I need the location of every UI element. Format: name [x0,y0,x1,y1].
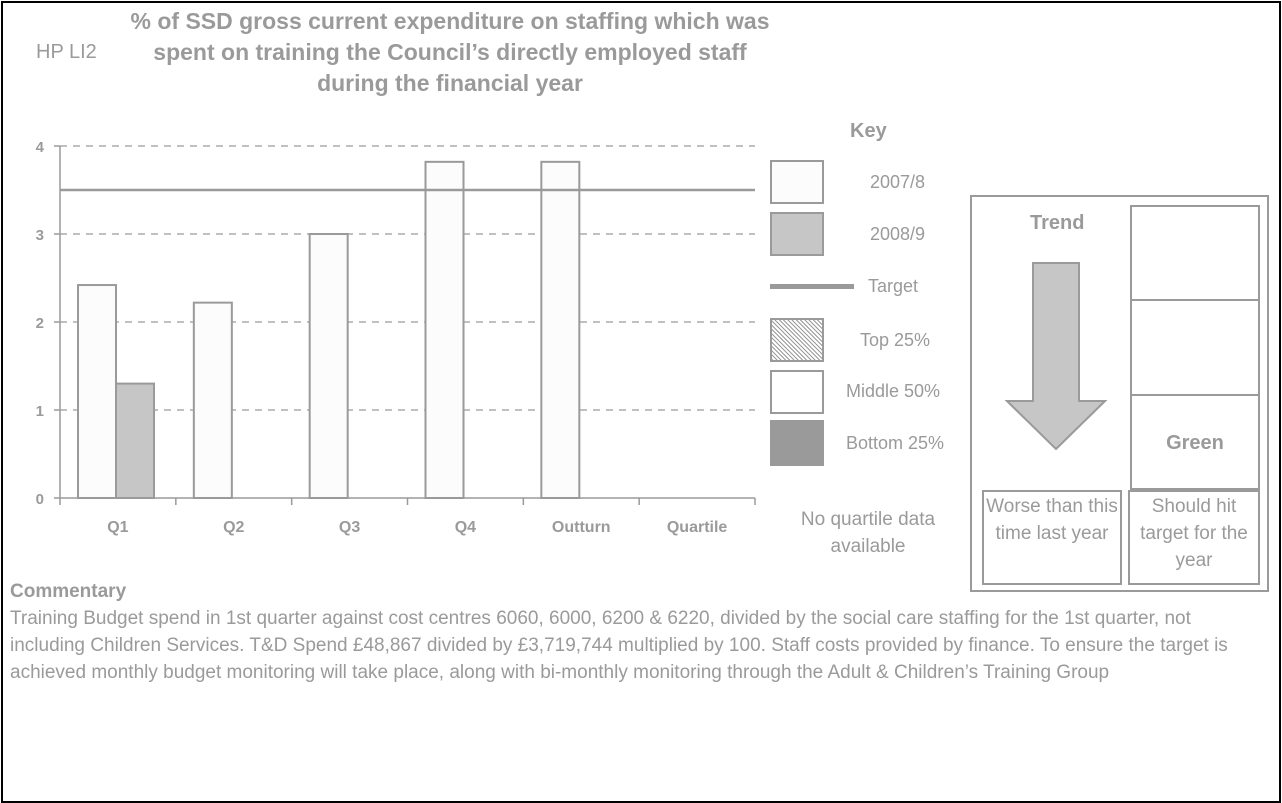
status-panel [970,195,1269,592]
rag-status-label: Green [1166,432,1224,454]
y-tick-label: 3 [36,227,44,244]
bar-2007-8-q3 [308,233,349,499]
bar-2007-8-outturn [540,160,581,499]
key-swatch-2007-8 [770,160,824,204]
rag-segment-bottom [1130,394,1260,490]
key-title: Key [850,120,887,142]
key-label-2008-9: 2008/9 [870,224,926,244]
x-tick-label: Quartile [667,519,728,536]
key-swatch-target [770,284,854,289]
x-tick-label: Q3 [339,519,360,536]
bar-2007-8-q4 [424,160,465,499]
y-tick-label: 0 [36,491,44,508]
key-swatch-middle-50 [770,370,824,414]
commentary-text: Training Budget spend in 1st quarter aga… [10,608,1228,683]
indicator-ref: HP LI2 [36,41,97,63]
bar-2007-8-q2 [192,301,233,500]
key-swatch-2008-9 [770,212,824,256]
y-tick-label: 1 [36,403,44,420]
chart-title: % of SSD gross current expenditure on st… [130,8,770,96]
commentary-heading: Commentary [10,581,127,602]
x-tick-label: Outturn [552,519,611,536]
bar-2008-9-q1 [115,382,155,500]
key-swatch-top-25 [770,318,824,362]
key-label-top-25: Top 25% [860,330,931,350]
rag-caption: Should hit target for the year [1128,490,1260,585]
no-quartile-data-note: No quartile data available [800,509,936,557]
x-tick-label: Q1 [107,519,128,536]
trend-title: Trend [1030,212,1085,234]
key-swatch-bottom-25 [770,420,824,466]
key-label-middle-50: Middle 50% [846,381,941,401]
bar-2007-8-q1 [77,284,117,500]
trend-down-arrow-icon [1005,262,1107,451]
x-tick-label: Q2 [223,519,244,536]
rag-segment-top [1130,205,1260,301]
key-label-target: Target [868,276,919,296]
bar-chart: 0 1 2 3 4 Q1 Q2 Q3 Q4 Outturn Quartile [36,139,756,536]
x-tick-label: Q4 [455,519,476,536]
trend-caption: Worse than this time last year [982,490,1122,585]
key-label-2007-8: 2007/8 [870,172,926,192]
rag-segment-middle [1130,299,1260,396]
y-tick-label: 4 [36,139,45,156]
y-tick-label: 2 [36,315,44,332]
key-label-bottom-25: Bottom 25% [846,433,945,453]
